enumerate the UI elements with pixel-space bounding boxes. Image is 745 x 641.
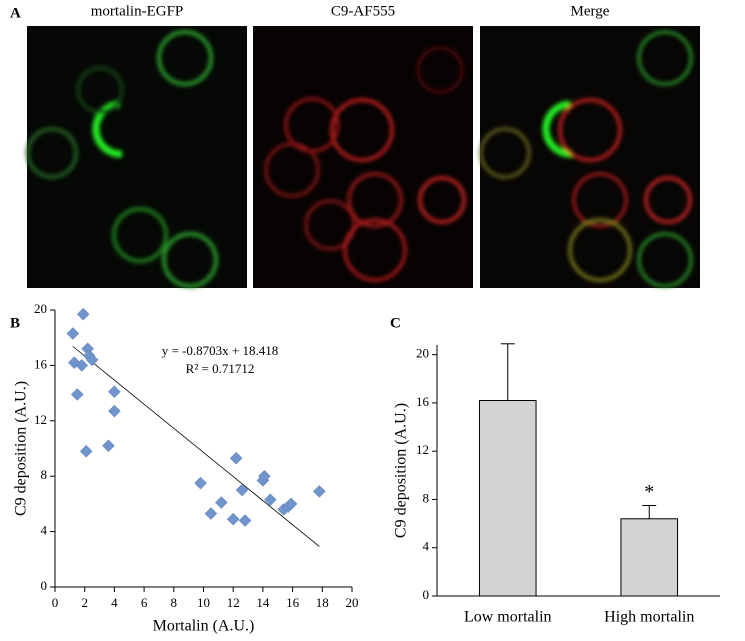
- micrograph: [479, 26, 700, 288]
- x-tick-label: High mortalin: [604, 609, 694, 626]
- panel-label: B: [10, 315, 20, 331]
- image-title: Merge: [571, 3, 610, 19]
- scatter-point: [258, 469, 271, 483]
- x-tick-label: 0: [52, 595, 59, 610]
- x-tick-label: Low mortalin: [464, 609, 552, 626]
- x-tick-label: 18: [316, 595, 329, 610]
- scatter-point: [226, 512, 240, 526]
- scatter-point: [238, 514, 252, 527]
- scatter-point: [194, 476, 207, 490]
- image-title: mortalin-EGFP: [91, 3, 184, 19]
- x-tick-label: 20: [346, 595, 359, 610]
- scatter-point: [108, 385, 121, 399]
- y-tick-label: 8: [423, 490, 430, 505]
- bar: [620, 518, 679, 597]
- scatter-point: [79, 444, 93, 458]
- scatter-point: [284, 497, 298, 511]
- micrograph: [26, 26, 247, 288]
- y-tick-label: 20: [416, 346, 429, 361]
- y-tick-label: 12: [416, 442, 429, 457]
- scatter-point: [102, 439, 115, 453]
- scatter-point: [235, 483, 249, 497]
- x-tick-label: 10: [197, 595, 210, 610]
- scatter-point: [75, 359, 89, 372]
- x-axis-label: Mortalin (A.U.): [153, 618, 255, 635]
- x-tick-label: 12: [227, 595, 240, 610]
- panel-label: A: [10, 5, 21, 21]
- y-tick-label: 12: [34, 412, 47, 427]
- y-tick-label: 20: [34, 301, 47, 316]
- scatter-point: [214, 496, 228, 509]
- annotation: y = -0.8703x + 18.418: [162, 343, 279, 358]
- x-tick-label: 16: [286, 595, 300, 610]
- y-tick-label: 16: [34, 356, 48, 371]
- scatter-point: [70, 388, 84, 401]
- y-tick-label: 0: [423, 587, 430, 602]
- x-tick-label: 8: [171, 595, 178, 610]
- annotation: R² = 0.71712: [186, 361, 255, 376]
- scatter-point: [204, 507, 218, 520]
- y-tick-label: 16: [416, 394, 430, 409]
- y-tick-label: 4: [423, 539, 430, 554]
- x-tick-label: 6: [141, 595, 148, 610]
- x-tick-label: 14: [256, 595, 270, 610]
- panel-label: C: [390, 315, 401, 331]
- scatter-point: [263, 493, 277, 507]
- scatter-point: [66, 327, 80, 340]
- scatter-point: [229, 451, 243, 465]
- scatter-point: [312, 485, 326, 498]
- y-tick-label: 4: [41, 523, 48, 538]
- y-tick-label: 0: [41, 578, 48, 593]
- bar: [478, 400, 537, 597]
- micrograph: [253, 26, 473, 288]
- x-tick-label: 2: [81, 595, 88, 610]
- image-title: C9-AF555: [331, 3, 395, 19]
- y-axis-label: C9 deposition (A.U.): [393, 403, 410, 538]
- scatter-point: [108, 404, 121, 418]
- scatter-point: [76, 307, 90, 321]
- trendline: [72, 346, 320, 547]
- scatter-point: [85, 353, 99, 367]
- annotation: *: [644, 481, 654, 503]
- x-tick-label: 4: [111, 595, 118, 610]
- y-tick-label: 8: [41, 467, 48, 482]
- y-axis-label: C9 deposition (A.U.): [13, 381, 30, 516]
